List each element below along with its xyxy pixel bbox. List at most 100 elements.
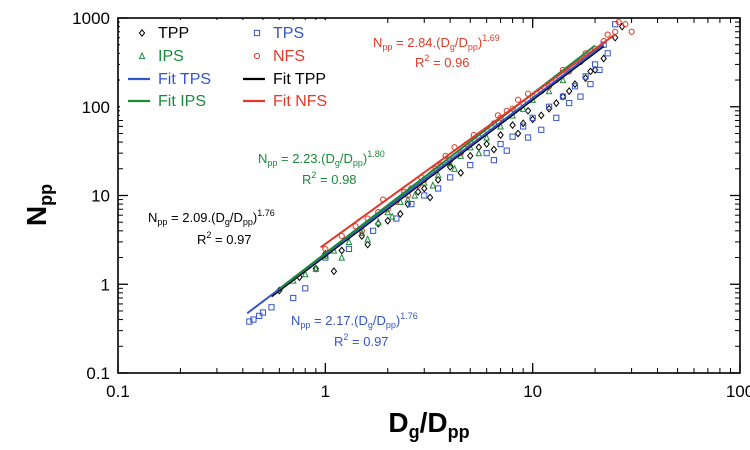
data-point-ips (388, 212, 396, 220)
data-point-tps (509, 133, 516, 140)
y-axis-title: Npp (21, 184, 56, 226)
data-point-tpp (364, 240, 371, 249)
data-point-tps (524, 134, 532, 141)
data-point-ips (404, 195, 412, 203)
axes: 0.1 1 10 100 0.1 1 10 100 1000 (72, 9, 750, 401)
data-point-tpp (559, 92, 567, 101)
data-point-ips (358, 228, 366, 236)
y-tick-label: 0.1 (86, 364, 110, 383)
data-point-ips (364, 235, 372, 243)
data-point-tpp (524, 106, 532, 115)
data-point-tps (566, 99, 573, 107)
fit-equation-ips: Npp = 2.23.(Dg/Dpp)1.80 (258, 149, 385, 168)
legend-item-tps: TPS (253, 25, 304, 42)
data-point-tpp (553, 99, 560, 108)
legend-label: Fit TPS (158, 71, 211, 88)
data-point-nfs (509, 105, 516, 112)
data-point-tpp (426, 193, 434, 202)
data-point-tpp (338, 246, 345, 255)
legend-item-nfs: NFS (253, 48, 305, 65)
data-point-tps (259, 309, 267, 316)
data-point-tps (538, 126, 545, 133)
data-point-ips (451, 164, 458, 172)
series-tpp (276, 22, 626, 295)
data-point-tps (435, 185, 442, 192)
y-tick-label: 1000 (72, 9, 110, 28)
data-point-nfs (615, 18, 622, 26)
data-point-ips (497, 122, 504, 130)
data-point-tps (545, 103, 553, 110)
data-point-tpp (434, 175, 442, 184)
data-point-tpp (587, 67, 594, 76)
data-point-tpp (497, 131, 504, 140)
legend-marker (253, 52, 261, 60)
data-point-tps (483, 150, 490, 157)
data-point-tps (250, 316, 257, 323)
data-point-tps (571, 83, 579, 90)
data-point-ips (411, 191, 419, 199)
data-point-tpp (529, 115, 536, 124)
data-point-nfs (628, 28, 635, 35)
legend-item-fit-nfs: Fit NFS (243, 93, 327, 110)
data-point-tps (582, 73, 589, 80)
data-point-ips (429, 181, 437, 189)
data-point-ips (312, 264, 320, 272)
data-point-tpp (600, 54, 607, 63)
data-point-tpp (414, 187, 422, 196)
data-point-ips (545, 86, 553, 95)
data-point-ips (301, 269, 309, 278)
data-point-tps (290, 294, 297, 302)
data-point-tps (577, 93, 584, 100)
data-point-tpp (384, 216, 391, 225)
data-point-tps (596, 66, 603, 74)
fit-lines (246, 33, 616, 315)
legend-marker (138, 51, 146, 60)
legend-label: Fit IPS (158, 93, 206, 110)
fit-equation-tps: Npp = 2.17.(Dg/Dpp)1.76 (291, 311, 418, 330)
axis-titles: Dg/Dpp Npp (21, 184, 470, 442)
fit-equation-nfs: Npp = 2.84.(Dg/Dpp)1.69 (373, 33, 500, 52)
data-point-tps (345, 245, 353, 253)
r-squared-ips: R2 = 0.98 (302, 170, 357, 187)
data-point-tpp (618, 22, 626, 31)
y-tick-label: 100 (82, 98, 110, 117)
data-point-nfs (622, 21, 629, 28)
legend-item-fit-ips: Fit IPS (128, 93, 206, 110)
data-point-tps (467, 162, 474, 169)
legend-label: IPS (158, 48, 184, 65)
data-point-tps (256, 312, 263, 319)
data-point-tps (529, 114, 536, 121)
data-point-tpp (571, 80, 579, 89)
data-point-tpp (582, 74, 589, 83)
legend-marker (138, 29, 146, 37)
data-point-tpp (514, 129, 522, 138)
data-point-tpp (312, 264, 320, 273)
data-point-tpp (509, 121, 516, 130)
y-tick-label: 10 (91, 187, 110, 206)
data-point-tpp (421, 184, 428, 193)
legend-label: NFS (273, 48, 305, 65)
fit-line-tpp (270, 45, 605, 298)
legend-label: TPP (158, 25, 189, 42)
x-axis-title: Dg/Dpp (388, 407, 469, 442)
data-point-tps (490, 157, 497, 164)
data-point-ips (374, 217, 382, 226)
data-point-nfs (612, 28, 619, 35)
data-point-tpp (483, 140, 490, 149)
data-point-tpp (490, 145, 498, 154)
r-squared-tps: R2 = 0.97 (334, 332, 389, 349)
data-point-tps (302, 285, 309, 292)
data-point-ips (559, 75, 567, 84)
legend-label: Fit TPP (273, 71, 326, 88)
x-tick-label: 100 (726, 382, 750, 401)
annotation-ips: Npp = 2.23.(Dg/Dpp)1.80 R2 = 0.98 (258, 149, 385, 187)
x-tick-label: 1 (321, 382, 330, 401)
data-point-tps (268, 304, 275, 311)
data-point-tps (559, 93, 567, 100)
annotation-tpp: Npp = 2.09.(Dg/Dpp)1.76 R2 = 0.97 (148, 208, 275, 247)
data-point-nfs (514, 96, 522, 103)
series-tps (246, 21, 619, 325)
data-point-tps (604, 50, 611, 57)
data-point-tpp (457, 168, 465, 177)
